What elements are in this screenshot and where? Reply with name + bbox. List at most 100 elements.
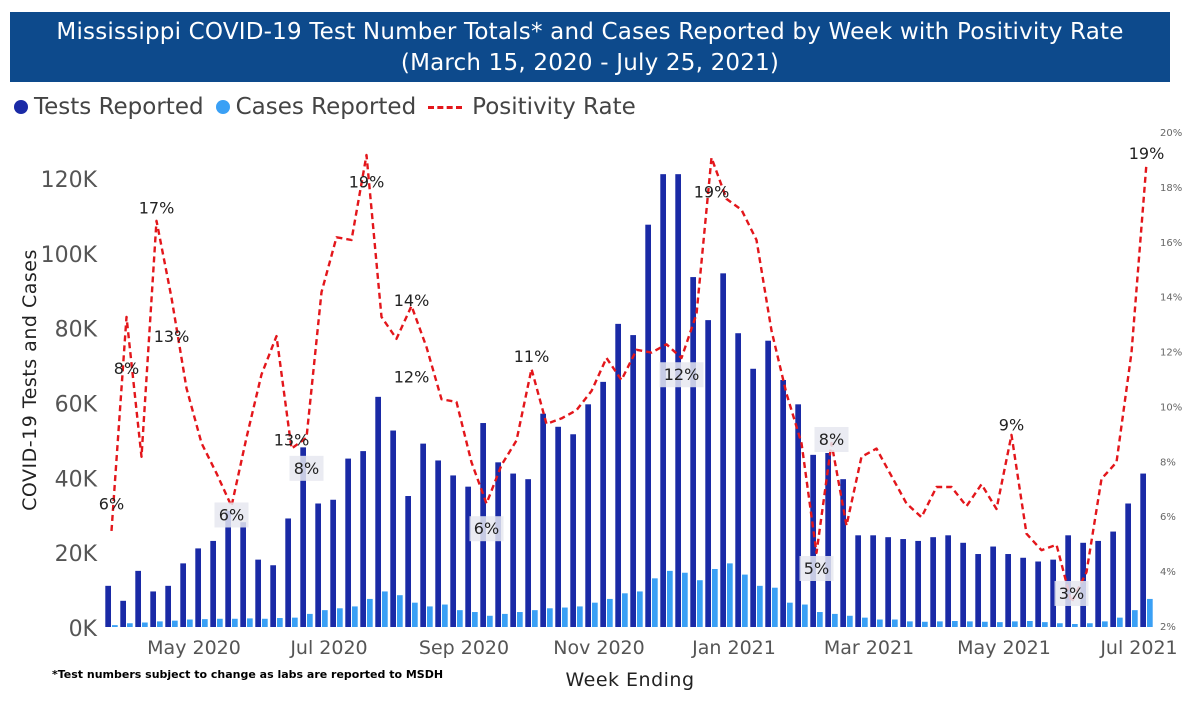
tests-bar [945, 535, 951, 627]
x-tick-label: Jan 2021 [691, 637, 776, 659]
cases-bar [592, 602, 598, 627]
tests-bar [1110, 531, 1116, 627]
cases-bar [937, 621, 943, 627]
cases-bar [1072, 624, 1078, 627]
cases-bar [502, 613, 508, 627]
positivity-data-label: 17% [139, 198, 175, 217]
cases-bar [952, 621, 958, 627]
cases-bar [337, 608, 343, 627]
tests-bar [720, 273, 726, 627]
cases-bar [277, 618, 283, 627]
cases-bar [307, 613, 313, 627]
tests-bar [345, 458, 351, 627]
tests-bar [195, 548, 201, 627]
cases-bar [1012, 621, 1018, 627]
tests-bar [960, 542, 966, 627]
tests-bar [525, 479, 531, 627]
cases-bar [1042, 622, 1048, 627]
tests-bar [135, 570, 141, 627]
tests-bar [225, 510, 231, 627]
cases-bar [757, 585, 763, 627]
y-right-tick-label: 2% [1160, 622, 1176, 633]
tests-bar [420, 443, 426, 627]
footnote: *Test numbers subject to change as labs … [52, 668, 444, 681]
cases-bar [577, 606, 583, 627]
x-tick-label: Jul 2020 [289, 637, 367, 659]
tests-bar [990, 546, 996, 627]
tests-bar [555, 426, 561, 627]
tests-bar [780, 380, 786, 627]
legend-label-tests: Tests Reported [34, 94, 204, 120]
tests-bar [255, 559, 261, 627]
cases-bar [292, 617, 298, 627]
tests-bar [210, 540, 216, 627]
positivity-data-label: 6% [99, 495, 124, 514]
cases-bar [637, 591, 643, 627]
cases-bar [697, 580, 703, 627]
cases-bar [1117, 617, 1123, 627]
y-tick-label: 40K [55, 467, 98, 492]
tests-bar [360, 451, 366, 627]
cases-bar [322, 610, 328, 627]
cases-bar [562, 607, 568, 627]
tests-bar [750, 368, 756, 627]
tests-bar [900, 539, 906, 627]
positivity-data-label: 12% [664, 365, 700, 384]
tests-bar [585, 404, 591, 627]
y-right-tick-label: 6% [1160, 512, 1176, 523]
legend-item-positivity[interactable]: Positivity Rate [428, 94, 636, 120]
y-tick-label: 0K [69, 617, 98, 642]
y-right-tick-label: 20% [1160, 128, 1182, 139]
legend-item-cases[interactable]: Cases Reported [215, 94, 416, 120]
cases-bar [262, 618, 268, 627]
tests-bar [840, 479, 846, 627]
y-right-tick-label: 10% [1160, 402, 1182, 413]
tests-bar [630, 335, 636, 627]
positivity-data-label: 8% [294, 459, 319, 478]
positivity-data-label: 8% [819, 430, 844, 449]
cases-bar [712, 568, 718, 627]
tests-bar [375, 396, 381, 627]
cases-bar [802, 604, 808, 627]
tests-bar [1095, 540, 1101, 627]
data-label-box [659, 362, 704, 388]
cases-bar [817, 612, 823, 627]
cases-bar [352, 606, 358, 627]
cases-bar [622, 593, 628, 627]
data-label-box [289, 455, 324, 481]
data-label-box [469, 516, 504, 542]
cases-bar [112, 625, 118, 627]
x-tick-label: May 2021 [957, 637, 1051, 659]
cases-bar [442, 604, 448, 627]
tests-bar [885, 537, 891, 627]
positivity-line [110, 153, 1148, 604]
tests-bar [315, 503, 321, 627]
tests-bar [645, 224, 651, 627]
tests-bar [615, 323, 621, 627]
tests-bar [930, 537, 936, 627]
tests-bar [240, 522, 246, 627]
cases-bar [862, 617, 868, 627]
cases-bar [217, 618, 223, 627]
cases-bar [517, 612, 523, 627]
positivity-data-label: 11% [514, 347, 550, 366]
cases-bar [202, 619, 208, 627]
x-tick-label: Jul 2021 [1099, 637, 1177, 659]
cases-bar [967, 621, 973, 627]
cases-bar [232, 618, 238, 627]
cases-bar [427, 606, 433, 627]
tests-bar [915, 540, 921, 627]
cases-bar [892, 619, 898, 627]
x-tick-label: May 2020 [147, 637, 241, 659]
legend-item-tests[interactable]: Tests Reported [14, 94, 204, 120]
chart-subtitle: (March 15, 2020 - July 25, 2021) [400, 50, 780, 76]
tests-bar [1050, 559, 1056, 627]
cases-bar [547, 608, 553, 627]
cases-bar [142, 622, 148, 627]
x-tick-label: Mar 2021 [824, 637, 914, 659]
legend-dot-cases-icon [215, 100, 230, 114]
cases-bar [1147, 598, 1153, 627]
tests-bar [795, 404, 801, 627]
cases-bar [127, 623, 133, 627]
